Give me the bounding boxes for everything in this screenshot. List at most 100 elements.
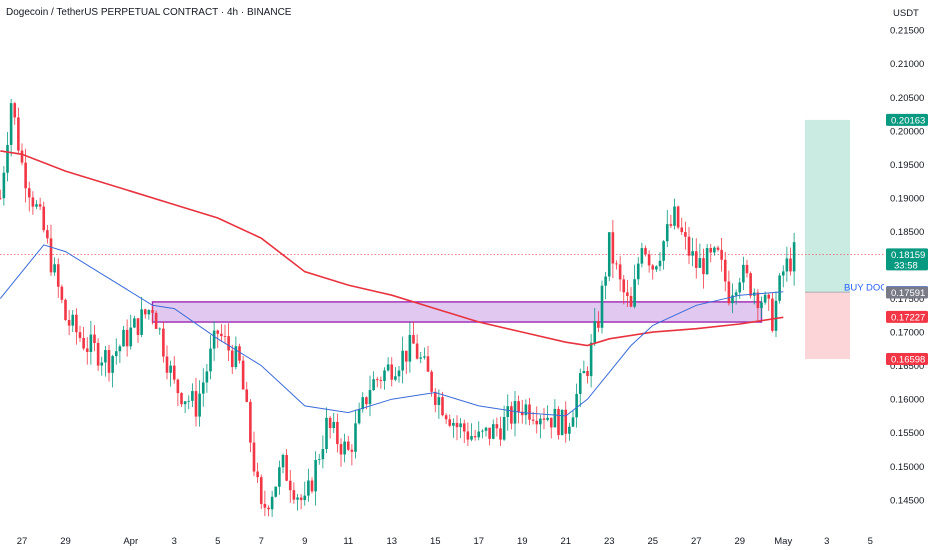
candle-body (118, 346, 122, 352)
candle-body (535, 420, 539, 425)
candle-body (354, 423, 357, 452)
candle-body (125, 329, 129, 347)
candle-body (734, 292, 738, 296)
candle-body (180, 393, 183, 405)
candle-body (133, 318, 136, 328)
candle-body (2, 172, 6, 199)
candle-body (709, 248, 713, 253)
candle-body (162, 328, 165, 357)
candle-body (140, 309, 143, 335)
candle-body (698, 258, 702, 268)
candle-body (745, 264, 749, 274)
candle-body (629, 295, 633, 307)
candle-body (314, 459, 317, 492)
candle-body (462, 423, 466, 432)
candle-body (510, 406, 513, 424)
candle-body (520, 411, 524, 416)
candle-body (560, 409, 564, 436)
candle-body (470, 436, 473, 440)
x-tick-label: 13 (386, 536, 397, 547)
candle-body (325, 417, 328, 450)
candle-body (336, 421, 339, 445)
candle-body (209, 348, 212, 372)
candle-body (227, 336, 230, 351)
candle-body (194, 391, 198, 417)
candle-body (622, 279, 626, 293)
price-tag (886, 248, 928, 271)
candle-body (89, 334, 93, 352)
candle-body (412, 334, 415, 344)
candle-body (408, 334, 412, 362)
candle-body (651, 265, 655, 270)
candle-body (633, 279, 636, 307)
y-tick-label: 0.17500 (890, 294, 924, 305)
y-tick-label: 0.16500 (890, 361, 924, 372)
candle-body (292, 490, 296, 500)
candle-body (444, 415, 448, 420)
candle-body (477, 431, 481, 438)
candle-body (20, 150, 24, 163)
x-tick-label: 3 (824, 536, 829, 547)
candle-body (760, 302, 763, 309)
price-tag-label: 0.18159 (891, 250, 925, 261)
candle-body (564, 409, 568, 434)
candle-body (611, 232, 615, 264)
target-zone (805, 119, 850, 293)
candle-body (307, 480, 310, 496)
candle-body (542, 418, 546, 420)
candle-body (488, 427, 491, 439)
y-tick-label: 0.18500 (890, 227, 924, 238)
candle-body (372, 379, 375, 391)
x-tick-label: 29 (734, 536, 745, 547)
candle-body (317, 459, 321, 460)
candle-body (368, 390, 372, 405)
candle-body (96, 343, 100, 366)
candle-body (328, 417, 332, 429)
candle-body (785, 258, 789, 272)
candle-body (481, 430, 484, 432)
candle-body (78, 332, 82, 338)
highlight-zone[interactable] (151, 301, 763, 323)
candle-body (738, 282, 742, 293)
candle-body (789, 258, 792, 272)
candle-body (241, 360, 245, 390)
x-tick-label: 7 (259, 536, 264, 547)
candle-body (669, 224, 673, 226)
candle-body (691, 251, 694, 256)
candle-body (390, 364, 394, 380)
candle-body (586, 371, 589, 377)
chart-title: Dogecoin / TetherUS PERPETUAL CONTRACT ·… (6, 7, 292, 18)
candle-body (763, 294, 767, 303)
candle-body (212, 330, 216, 349)
candle-body (122, 329, 125, 347)
candle-body (756, 292, 760, 309)
candle-body (234, 346, 238, 368)
candle-body (441, 397, 444, 416)
candle-body (278, 467, 281, 487)
x-tick-label: 5 (215, 536, 220, 547)
candle-body (154, 312, 158, 329)
candle-body (684, 232, 687, 237)
candle-body (626, 292, 629, 296)
candle-body (245, 389, 249, 402)
ma-fast-line (0, 244, 784, 417)
candle-body (56, 264, 60, 287)
candle-body (774, 300, 778, 331)
candle-body (771, 298, 774, 331)
candle-body (394, 376, 397, 380)
candle-body (183, 401, 187, 405)
candle-body (687, 236, 691, 256)
candle-body (270, 496, 274, 510)
candle-body (0, 197, 2, 199)
candle-body (404, 350, 408, 362)
candle-body (466, 431, 470, 440)
candle-body (578, 373, 582, 395)
candle-body (158, 328, 162, 330)
x-tick-label: 21 (560, 536, 571, 547)
price-tag-countdown: 33:58 (894, 260, 918, 271)
price-tag (886, 113, 928, 126)
candle-body (455, 422, 459, 428)
x-tick-label: May (774, 536, 792, 547)
x-tick-label: 3 (172, 536, 177, 547)
